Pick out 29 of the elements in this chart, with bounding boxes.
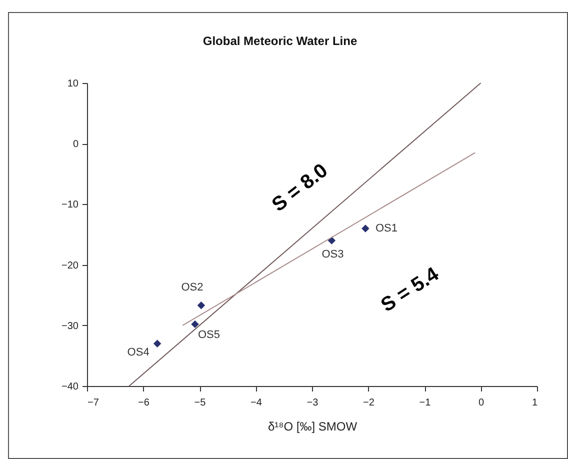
point	[328, 236, 336, 244]
x-tick-label: 1	[532, 398, 538, 408]
y-tick-label: −10	[62, 200, 79, 211]
x-tick-label: −6	[138, 398, 150, 408]
x-tick-label: −3	[306, 398, 319, 408]
point	[153, 340, 162, 348]
annotation: OS1	[375, 222, 398, 234]
point	[362, 224, 370, 232]
point	[191, 320, 199, 328]
annotation: OS2	[181, 281, 204, 294]
annotation: OS3	[322, 248, 344, 261]
point	[197, 302, 206, 310]
y-tick-label: −40	[62, 382, 79, 392]
y-tick-label: −20	[62, 260, 79, 272]
x-tick-label: −1	[419, 398, 432, 408]
y-tick-label: 10	[67, 78, 79, 90]
annotation: OS4	[127, 346, 150, 359]
x-tick-label: −5	[194, 398, 206, 408]
annotation: OS5	[198, 329, 220, 342]
x-tick-label: −2	[363, 398, 375, 408]
annotation: S = 5.4	[377, 262, 444, 317]
x-tick-label: −7	[88, 398, 100, 408]
y-tick-label: 0	[72, 139, 79, 150]
x-tick-label: 0	[478, 398, 484, 408]
x-axis-title: δ¹⁸O [‰] SMOW	[268, 420, 358, 434]
annotation: S = 8.0	[268, 160, 332, 216]
chart-title: Global Meteoric Water Line	[202, 34, 358, 48]
x-tick-label: −4	[250, 398, 262, 408]
y-tick-label: −30	[62, 320, 79, 332]
